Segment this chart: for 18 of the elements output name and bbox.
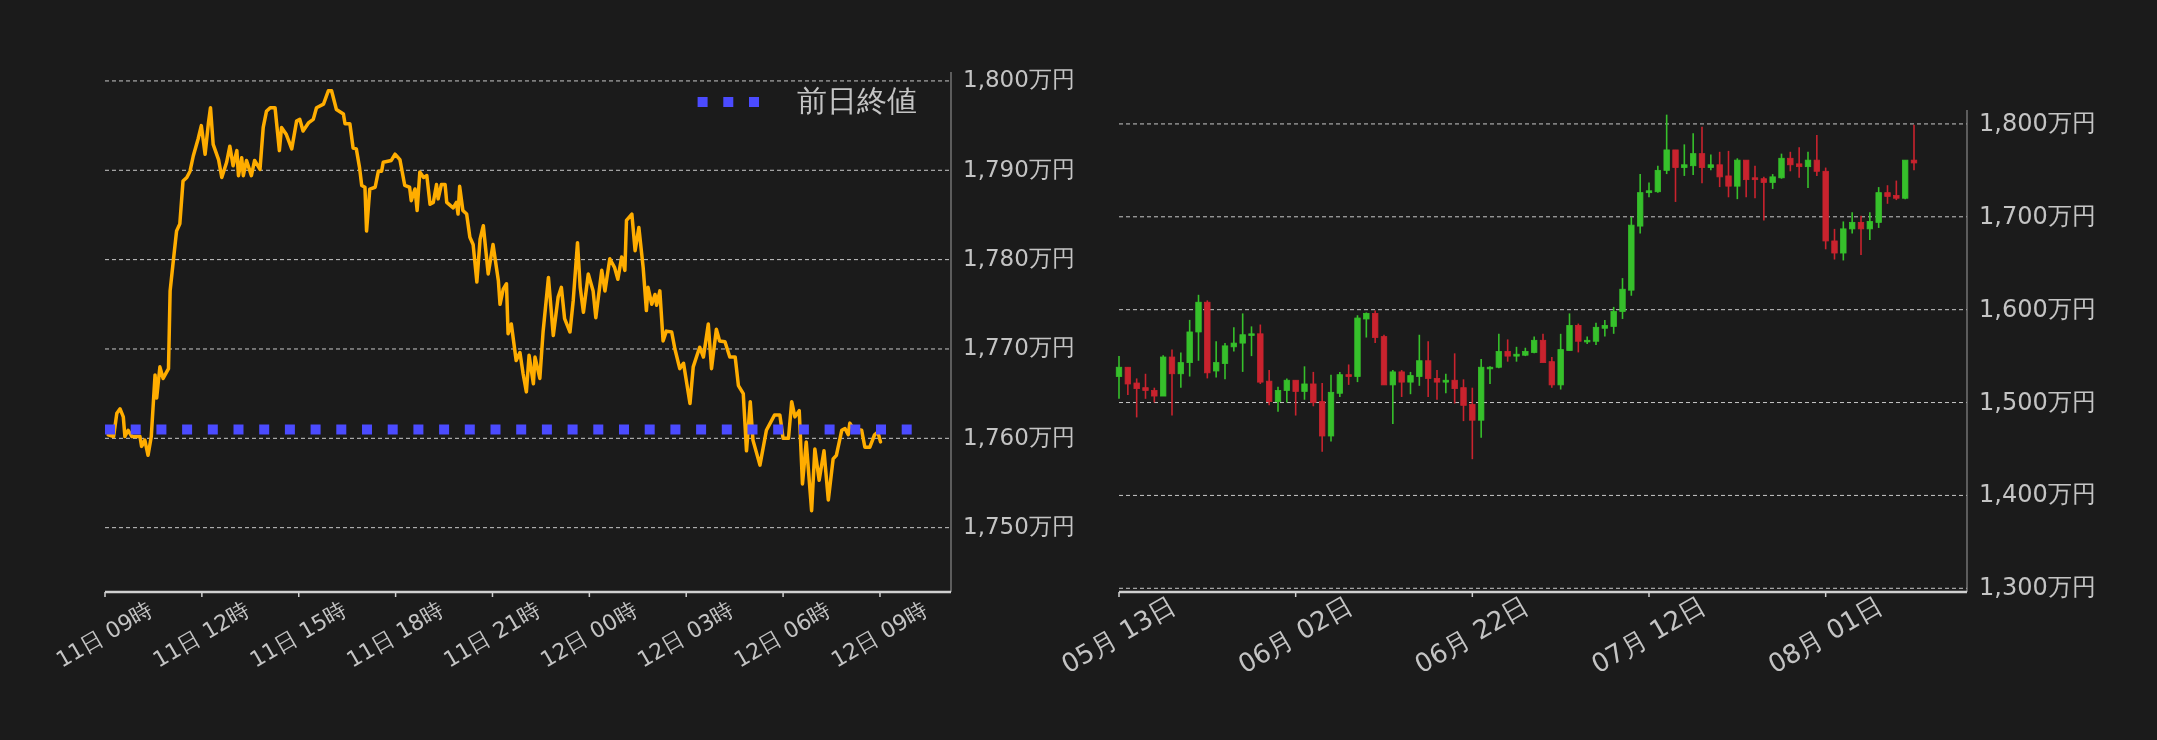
y-tick-label: 1,700万円: [1979, 201, 2096, 230]
legend-label: 前日終値: [797, 82, 917, 118]
x-tick-label: 07月 12日: [1586, 590, 1711, 680]
y-tick-label: 1,300万円: [1979, 573, 2096, 602]
y-tick-label: 1,800万円: [1979, 108, 2096, 137]
y-tick-label: 1,760万円: [963, 423, 1075, 450]
y-tick-label: 1,800万円: [963, 66, 1075, 93]
y-tick-label: 1,770万円: [963, 334, 1075, 361]
y-tick-label: 1,600万円: [1979, 294, 2096, 323]
x-tick-label: 06月 22日: [1409, 590, 1534, 680]
y-tick-label: 1,750万円: [963, 513, 1075, 540]
y-tick-label: 1,790万円: [963, 155, 1075, 182]
x-tick-label: 08月 01日: [1762, 590, 1888, 680]
x-tick-label: 06月 02日: [1232, 590, 1358, 680]
y-tick-label: 1,780万円: [963, 245, 1075, 272]
y-tick-label: 1,500万円: [1979, 387, 2096, 416]
x-tick-label: 05月 13日: [1056, 590, 1181, 680]
y-tick-label: 1,400万円: [1979, 480, 2096, 509]
